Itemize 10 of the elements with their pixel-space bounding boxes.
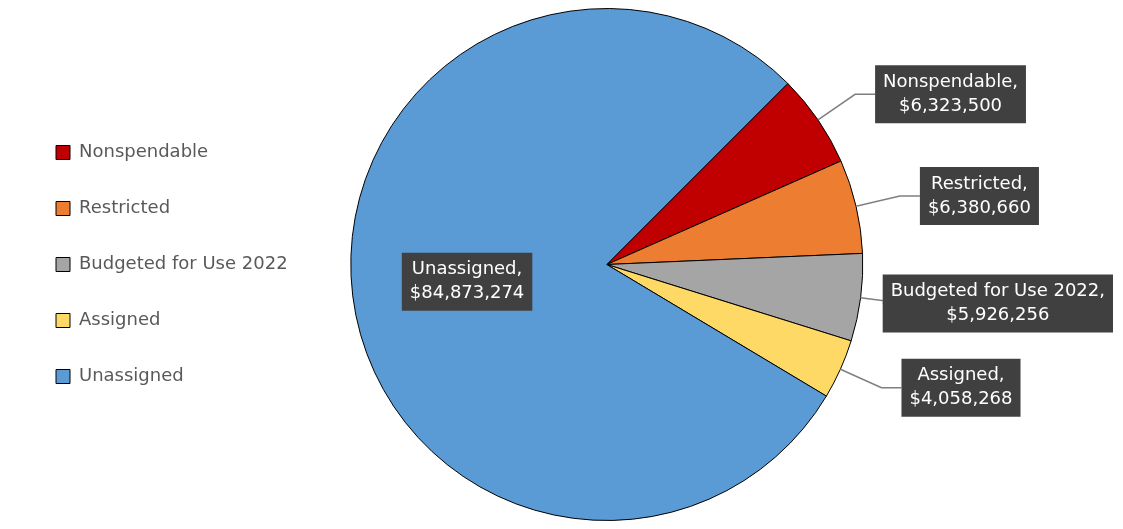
- legend-label: Budgeted for Use 2022: [79, 252, 288, 274]
- legend-label: Restricted: [79, 196, 171, 218]
- data-label: Unassigned, $84,873,274: [409, 257, 525, 303]
- data-label: Assigned, $4,058,268: [909, 363, 1013, 409]
- legend-label: Assigned: [79, 308, 161, 330]
- data-label: Nonspendable, $6,323,500: [883, 70, 1018, 116]
- data-label: Restricted, $6,380,660: [927, 171, 1031, 217]
- legend-label: Nonspendable: [79, 140, 209, 162]
- legend-label: Unassigned: [79, 364, 184, 386]
- data-label: Budgeted for Use 2022, $5,926,256: [890, 279, 1105, 325]
